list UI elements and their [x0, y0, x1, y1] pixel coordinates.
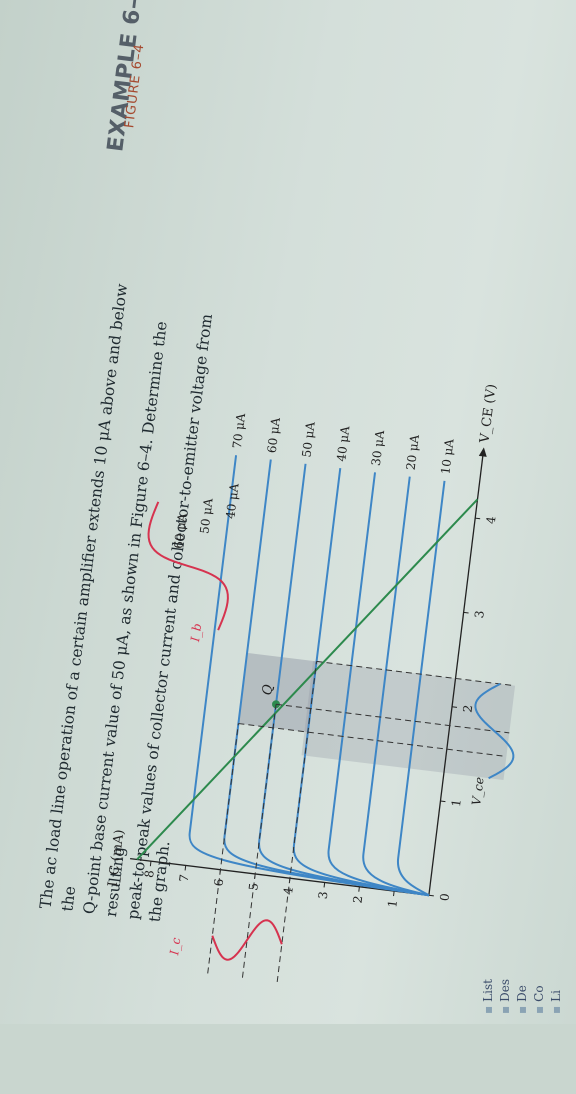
ib-mark-label: 40 μA — [223, 482, 241, 519]
curve-label: 70 μA — [230, 412, 248, 449]
ib-mark-label: 50 μA — [197, 497, 215, 534]
side-item: ▪List — [481, 979, 495, 1014]
x-axis-arrow — [478, 447, 487, 457]
y-tick — [149, 861, 152, 867]
ic-signal-wave — [211, 919, 283, 961]
y-tick — [184, 865, 187, 871]
y-axis-label: I_C (mA) — [106, 829, 128, 888]
x-axis-label: V_CE (V) — [477, 383, 499, 444]
y-tick-label: 2 — [350, 895, 365, 904]
x-tick-label: 3 — [472, 610, 487, 619]
y-tick — [323, 882, 326, 888]
page-background — [0, 0, 576, 1024]
side-item: ▪De — [515, 985, 529, 1014]
y-tick — [358, 886, 360, 892]
vce-projection-line — [238, 723, 507, 757]
y-tick-label: 3 — [316, 891, 331, 900]
ib-label: I_b — [188, 623, 204, 644]
y-tick-label: 1 — [385, 899, 400, 908]
ib-mark-label: 60 μA — [171, 512, 189, 549]
q-point-label: Q — [260, 683, 276, 696]
x-axis — [428, 452, 484, 896]
side-column-text: ▪List ▪Des ▪De ▪Co ▪Li — [480, 979, 565, 1014]
vce-label: V_ce — [469, 776, 486, 806]
ib-signal-wave — [147, 501, 229, 631]
ac-load-line — [136, 498, 479, 861]
ic-projection-line — [241, 704, 277, 978]
curve-label: 20 μA — [404, 434, 422, 471]
y-tick-label: 7 — [177, 874, 192, 883]
side-item: ▪Li — [549, 990, 563, 1014]
vce-projection-line — [275, 703, 510, 734]
curve-label: 50 μA — [299, 421, 317, 458]
curve-label: 30 μA — [369, 429, 387, 466]
curve-label: 40 μA — [334, 425, 352, 462]
ic-projection-line — [276, 661, 318, 983]
curve-label: 10 μA — [438, 438, 456, 475]
rotated-page: EXAMPLE 6–2 The ac load line operation o… — [36, 0, 565, 1014]
curve-label: 60 μA — [265, 416, 283, 453]
x-tick — [428, 894, 434, 897]
x-tick-label: 1 — [449, 798, 464, 807]
x-tick — [451, 706, 458, 708]
x-tick — [440, 800, 446, 803]
y-tick-label: 8 — [142, 869, 157, 878]
side-item: ▪Co — [532, 985, 546, 1014]
side-item: ▪Des — [498, 978, 512, 1014]
vce-signal-wave — [474, 683, 515, 780]
ic-label: I_c — [167, 937, 183, 957]
y-axis — [130, 857, 429, 896]
x-tick-label: 0 — [437, 893, 452, 902]
x-tick-label: 2 — [461, 704, 476, 713]
x-tick — [463, 611, 469, 614]
ic-projection-line — [207, 723, 239, 974]
vce-projection-line — [316, 660, 516, 687]
x-tick — [475, 517, 481, 520]
x-tick-label: 4 — [484, 515, 499, 525]
y-tick — [393, 890, 395, 897]
characteristic-curve — [188, 455, 430, 897]
characteristic-curve — [397, 480, 446, 897]
